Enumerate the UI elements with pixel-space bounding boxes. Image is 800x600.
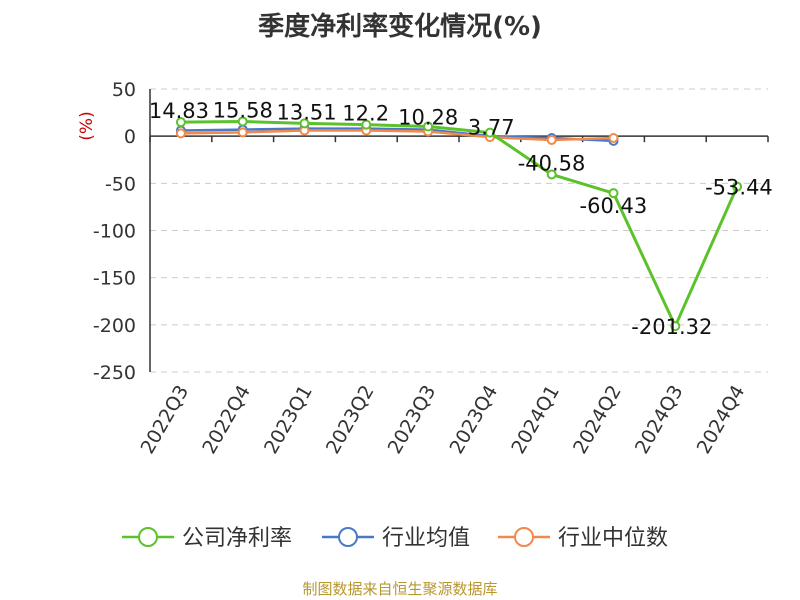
legend-label: 行业均值 bbox=[382, 526, 470, 551]
data-point bbox=[608, 188, 619, 199]
data-point bbox=[175, 117, 186, 128]
legend-item: 行业中位数 bbox=[498, 526, 668, 551]
y-tick-label: -200 bbox=[93, 315, 136, 337]
y-tick-label: -250 bbox=[93, 362, 136, 384]
legend-item: 公司净利率 bbox=[122, 526, 292, 551]
data-point bbox=[546, 169, 557, 180]
data-point bbox=[237, 127, 248, 138]
data-label: 14.83 bbox=[149, 99, 209, 123]
data-label: -60.43 bbox=[580, 194, 648, 218]
data-label: -40.58 bbox=[518, 151, 586, 175]
data-label: 10.28 bbox=[398, 105, 458, 129]
data-point bbox=[546, 134, 557, 145]
data-point bbox=[423, 121, 434, 132]
data-label: 15.58 bbox=[213, 98, 273, 122]
y-tick-label: 0 bbox=[124, 126, 136, 148]
chart-title: 季度净利率变化情况(%) bbox=[258, 12, 542, 42]
source-note: 制图数据来自恒生聚源数据库 bbox=[302, 580, 498, 598]
x-tick-label: 2024Q1 bbox=[507, 382, 564, 458]
data-point bbox=[175, 128, 186, 139]
legend-marker bbox=[514, 527, 534, 547]
data-label: -201.32 bbox=[631, 315, 712, 339]
data-point bbox=[608, 133, 619, 144]
legend-marker bbox=[138, 527, 158, 547]
x-tick-label: 2023Q4 bbox=[445, 382, 502, 458]
y-tick-label: 50 bbox=[112, 79, 136, 101]
data-point bbox=[670, 321, 681, 332]
x-tick-label: 2024Q4 bbox=[693, 382, 750, 458]
data-point bbox=[237, 116, 248, 127]
grid-lines bbox=[150, 88, 768, 373]
legend: 公司净利率 行业均值 行业中位数 bbox=[122, 526, 668, 551]
x-tick-label: 2022Q4 bbox=[198, 382, 255, 458]
legend-label: 行业中位数 bbox=[558, 526, 668, 551]
data-point bbox=[732, 181, 743, 192]
x-tick-label: 2023Q3 bbox=[384, 382, 441, 458]
series-line bbox=[180, 127, 614, 143]
data-point bbox=[484, 127, 495, 138]
x-tick-label: 2023Q2 bbox=[322, 382, 379, 458]
legend-label: 公司净利率 bbox=[182, 526, 292, 551]
data-point bbox=[299, 118, 310, 129]
legend-item: 行业均值 bbox=[322, 526, 470, 551]
x-tick-label: 2022Q3 bbox=[136, 382, 193, 458]
series-line bbox=[180, 119, 739, 328]
data-label: 3.77 bbox=[468, 116, 515, 140]
x-tick-label: 2024Q3 bbox=[631, 382, 688, 458]
data-point bbox=[361, 119, 372, 130]
data-label: -53.44 bbox=[705, 176, 773, 200]
x-tick-label: 2023Q1 bbox=[260, 382, 317, 458]
y-tick-label: -150 bbox=[93, 268, 136, 290]
data-labels: 14.83 15.58 13.51 12.2 10.28 3.77-40.58 -60.43… bbox=[149, 98, 773, 339]
y-tick-label: -100 bbox=[93, 221, 136, 243]
y-tick-label: -50 bbox=[105, 173, 136, 195]
data-label: 13.51 bbox=[277, 100, 337, 124]
series-line bbox=[180, 129, 614, 142]
y-axis-unit-label: (%) bbox=[77, 111, 97, 140]
x-tick-label: 2024Q2 bbox=[569, 382, 626, 458]
series-lines bbox=[175, 116, 743, 332]
legend-marker bbox=[338, 527, 358, 547]
data-label: 12.2 bbox=[342, 102, 389, 126]
